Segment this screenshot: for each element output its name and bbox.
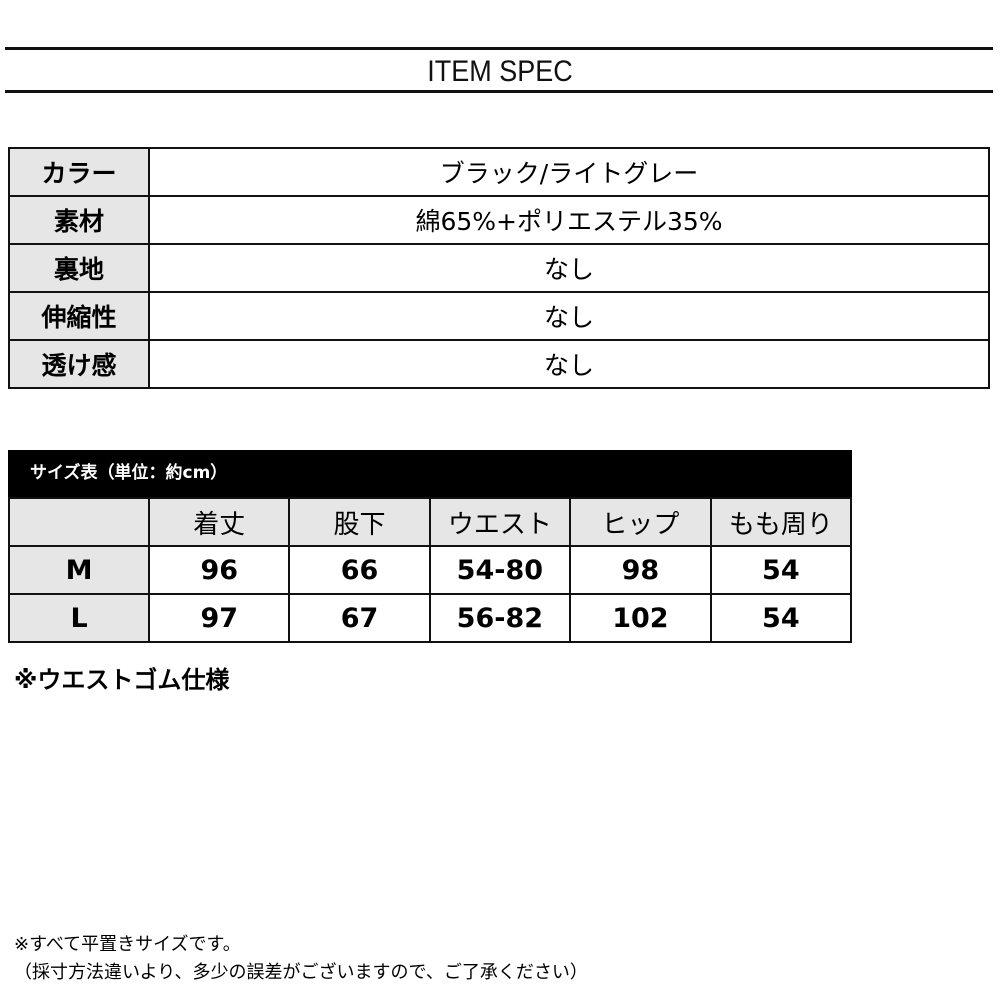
top-rule [5,47,993,50]
size-cell: 98 [569,545,712,595]
size-cell: 54 [709,593,853,643]
spec-row-material: 素材 綿65%+ポリエステル35% [8,195,990,245]
size-table-caption: サイズ表（単位：約cm） [8,450,852,497]
size-cell: 66 [288,545,431,595]
spec-value: 綿65%+ポリエステル35% [148,195,990,245]
size-cell: 102 [569,593,712,643]
size-cell: 56-82 [428,593,572,643]
size-row-m: M 96 66 54-80 98 54 [7,545,853,595]
spec-label: 素材 [8,195,150,245]
size-table: 着丈 股下 ウエスト ヒップ もも周り M 96 66 54-80 98 54 … [7,497,853,643]
spec-label: 裏地 [8,243,150,293]
spec-row-sheerness: 透け感 なし [8,339,990,389]
header-cell: 着丈 [148,497,291,547]
spec-table: カラー ブラック/ライトグレー 素材 綿65%+ポリエステル35% 裏地 なし 伸縮性… [8,147,990,389]
size-label: M [7,545,151,595]
spec-row-lining: 裏地 なし [8,243,990,293]
waist-note: ※ウエストゴム仕様 [14,666,230,694]
size-caption-text: サイズ表（単位：約cm） [30,463,228,483]
spec-value: なし [148,339,990,389]
size-cell: 54-80 [428,545,572,595]
spec-row-color: カラー ブラック/ライトグレー [8,147,990,197]
page-title: ITEM SPEC [427,55,573,88]
size-header-row: 着丈 股下 ウエスト ヒップ もも周り [7,497,853,547]
header-cell: 股下 [288,497,431,547]
size-label: L [7,593,151,643]
spec-value: なし [148,243,990,293]
spec-label: カラー [8,147,150,197]
header-cell: ウエスト [428,497,572,547]
spec-value: なし [148,291,990,341]
size-cell: 97 [148,593,291,643]
spec-label: 透け感 [8,339,150,389]
size-cell: 96 [148,545,291,595]
footer-note-1: ※すべて平置きサイズです。 [14,934,241,955]
header-cell: ヒップ [569,497,712,547]
size-cell: 54 [709,545,853,595]
header-cell [7,497,151,547]
footer-note-2: （採寸方法違いより、多少の誤差がございますので、ご了承ください） [14,962,588,983]
spec-label: 伸縮性 [8,291,150,341]
size-cell: 67 [288,593,431,643]
spec-row-stretch: 伸縮性 なし [8,291,990,341]
size-row-l: L 97 67 56-82 102 54 [7,593,853,643]
spec-value: ブラック/ライトグレー [148,147,990,197]
bottom-rule [5,90,993,93]
header-cell: もも周り [709,497,853,547]
